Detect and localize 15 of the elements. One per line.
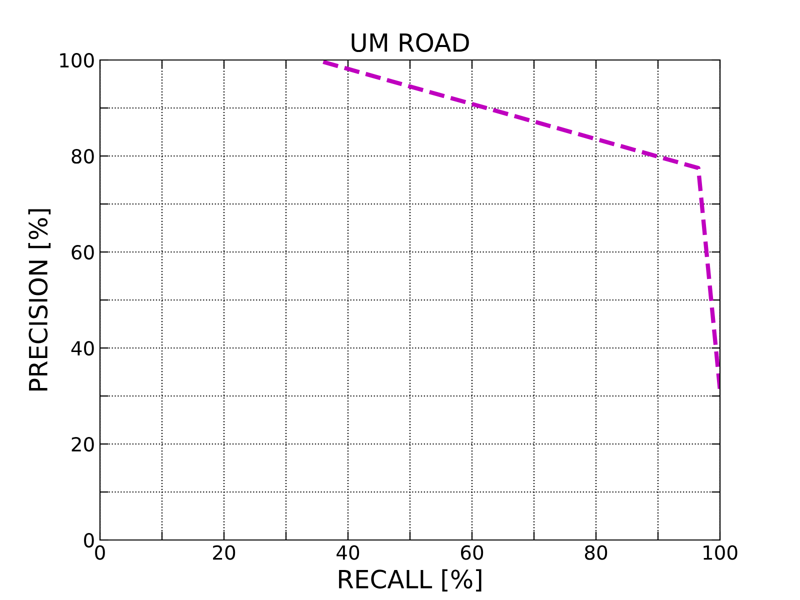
- x-tick-label: 60: [460, 545, 484, 560]
- y-tick-label: 80: [72, 148, 94, 164]
- x-tick-label: 100: [704, 545, 738, 560]
- x-tick-label: 80: [584, 545, 608, 560]
- x-tick-label: 40: [336, 545, 360, 560]
- y-tick-label: 60: [72, 244, 94, 260]
- y-tick-label: 0: [84, 532, 94, 548]
- chart-title: UM ROAD: [352, 33, 469, 52]
- y-tick-label: 20: [72, 436, 94, 452]
- y-tick-label: 100: [60, 52, 94, 68]
- x-axis-title: RECALL [%]: [339, 569, 482, 592]
- y-axis-title: PRECISION [%]: [28, 209, 51, 390]
- x-tick-label: 20: [213, 545, 236, 560]
- y-tick-label: 40: [71, 340, 94, 356]
- x-tick-label: 0: [95, 545, 105, 560]
